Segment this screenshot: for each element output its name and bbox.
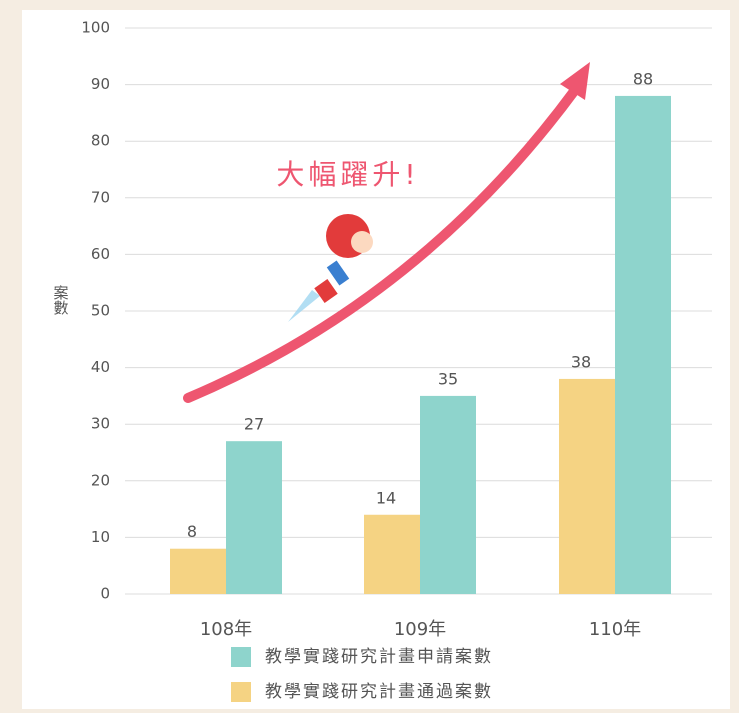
- y-tick-label: 0: [100, 585, 110, 603]
- legend-swatch: [231, 647, 251, 667]
- data-label: 35: [438, 369, 458, 388]
- legend-label: 教學實踐研究計畫通過案數: [265, 682, 493, 702]
- data-label: 27: [244, 415, 264, 434]
- y-tick-label: 50: [91, 302, 110, 320]
- y-tick-label: 20: [91, 471, 110, 489]
- y-tick-label: 40: [91, 358, 110, 376]
- y-tick-label: 30: [91, 415, 110, 433]
- legend-swatch: [231, 682, 251, 702]
- bar: [559, 378, 615, 594]
- bar: [170, 548, 226, 594]
- trend-arrow: [183, 85, 580, 403]
- bar: [420, 395, 476, 594]
- legend-label: 教學實踐研究計畫申請案數: [265, 647, 493, 667]
- y-tick-label: 100: [81, 19, 110, 37]
- bar: [615, 95, 671, 595]
- trend-arrowhead: [560, 62, 590, 100]
- y-tick-label: 80: [91, 132, 110, 150]
- data-label: 38: [571, 352, 591, 371]
- data-label: 14: [376, 488, 396, 507]
- y-tick-label: 70: [91, 188, 110, 206]
- y-tick-label: 60: [91, 245, 110, 263]
- annotation: 大幅躍升!: [276, 158, 419, 191]
- x-tick-label: 110年: [589, 619, 641, 640]
- data-label: 8: [187, 522, 197, 541]
- x-tick-label: 108年: [200, 619, 252, 640]
- rocket-character: [288, 214, 373, 322]
- y-axis-label: 案數: [52, 284, 70, 315]
- data-label: 88: [633, 69, 653, 88]
- y-tick-label: 90: [91, 75, 110, 93]
- y-tick-label: 10: [91, 528, 110, 546]
- x-tick-label: 109年: [394, 619, 446, 640]
- bar: [226, 441, 282, 594]
- bar: [364, 514, 420, 594]
